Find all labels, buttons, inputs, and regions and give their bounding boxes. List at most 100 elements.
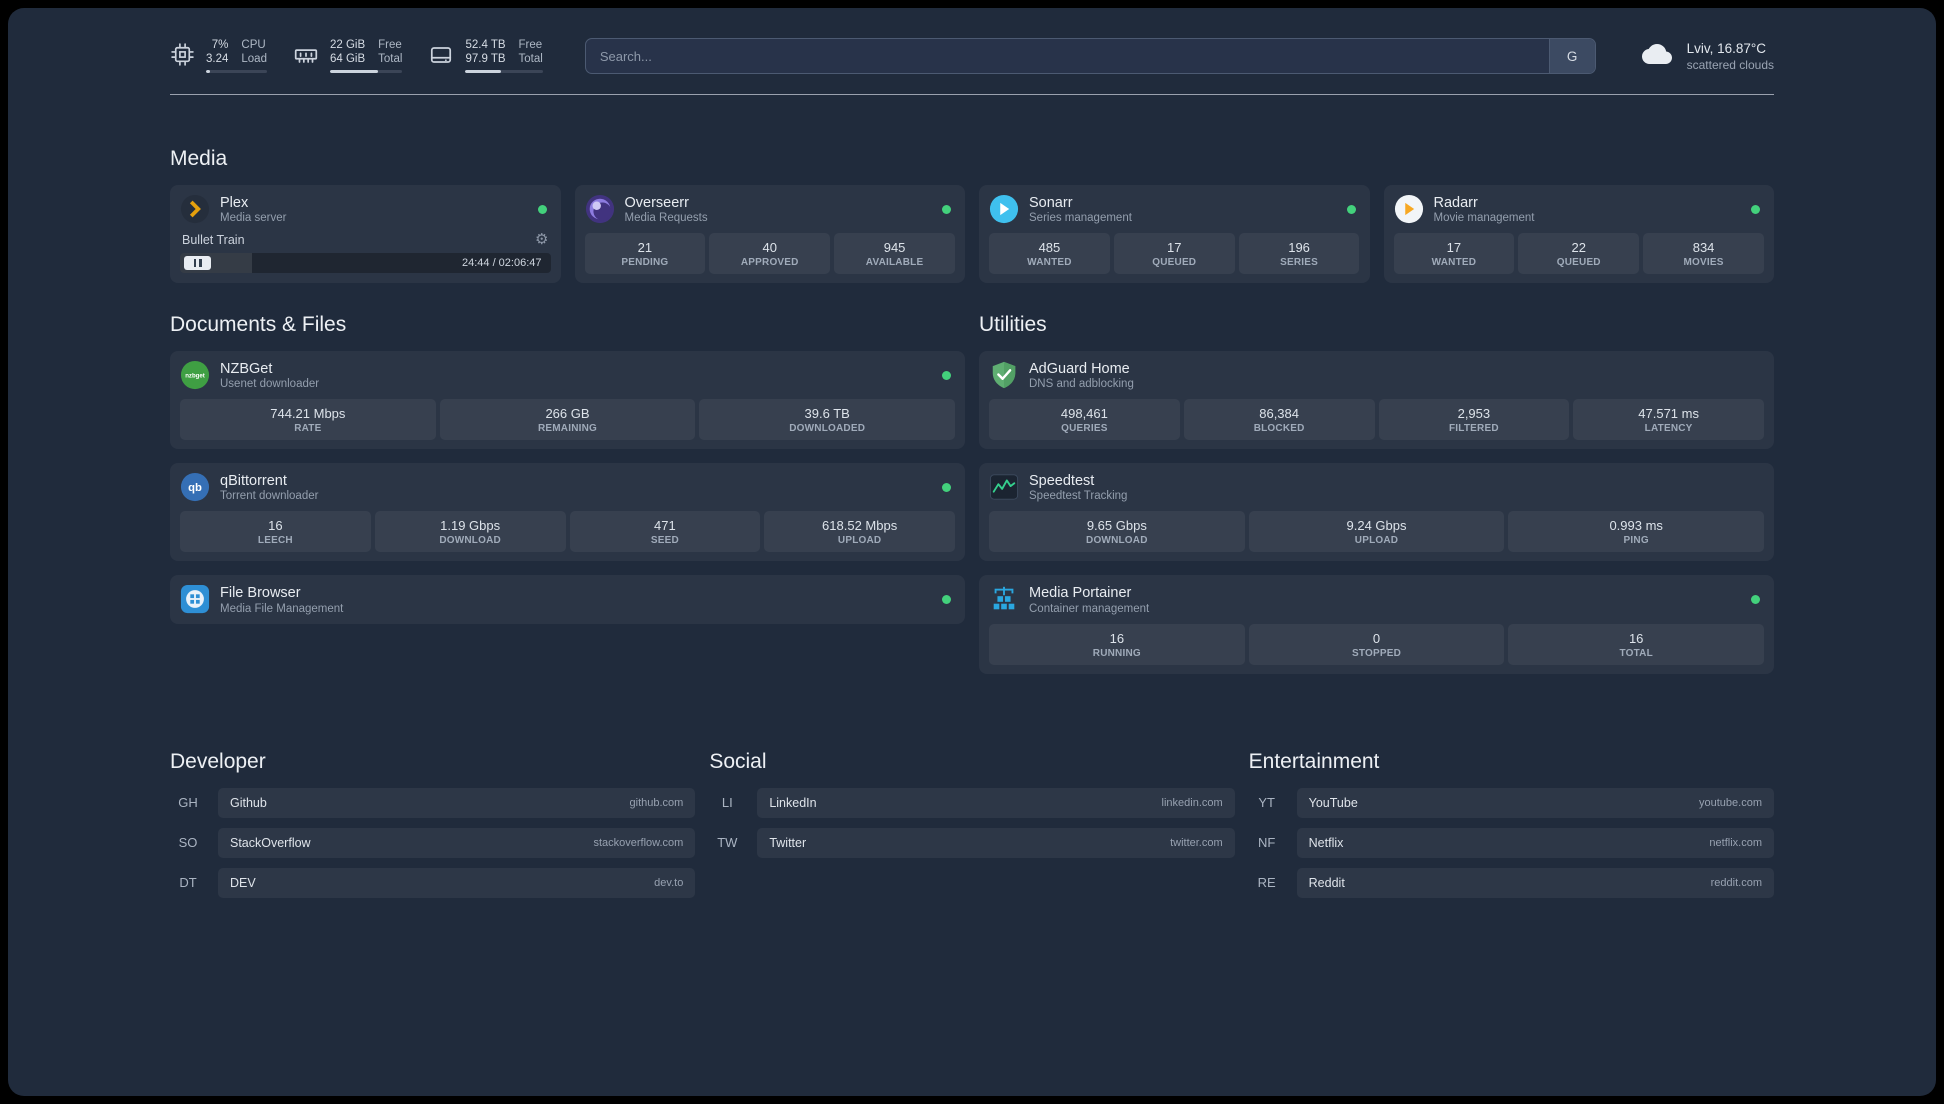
status-dot-radarr: [1751, 204, 1760, 214]
radarr-icon: [1394, 194, 1424, 224]
service-link-overseerr[interactable]: Overseerr Media Requests: [624, 195, 708, 225]
portainer-icon: [989, 584, 1019, 614]
qbittorrent-icon: qb: [180, 472, 210, 502]
status-dot-sonarr: [1346, 204, 1356, 214]
stat-sonarr-series: 196 SERIES: [1238, 233, 1360, 275]
stat-portainer-stopped: 0 STOPPED: [1248, 623, 1505, 665]
adguard-icon: [989, 360, 1019, 390]
section-title-documents: Documents & Files: [170, 313, 347, 337]
service-link-sonarr[interactable]: Sonarr Series management: [1029, 195, 1132, 225]
bookmark-abbr-github: GH: [178, 795, 198, 810]
disk-widget: 52.4 TB 97.9 TB Free Total: [428, 39, 543, 73]
topbar: 7% 3.24 CPU Load 22 GiB: [170, 38, 1774, 74]
stat-overseerr-pending: 21 PENDING: [584, 233, 706, 275]
disk-total-label: Total: [518, 53, 543, 65]
cpu-progress-bar: [206, 70, 267, 73]
bookmark-link-youtube[interactable]: YouTube youtube.com: [1296, 787, 1774, 818]
status-dot-plex: [537, 204, 547, 214]
service-card-qbittorrent: qb qBittorrent Torrent downloader 16 LEEC…: [170, 463, 965, 562]
stat-sonarr-wanted: 485 WANTED: [989, 233, 1110, 275]
bookmark-link-netflix[interactable]: Netflix netflix.com: [1296, 827, 1774, 858]
bookmark-link-reddit[interactable]: Reddit reddit.com: [1296, 867, 1774, 898]
search-input[interactable]: [585, 39, 1549, 73]
bookmark-link-dev[interactable]: DEV dev.to: [218, 867, 696, 898]
cloud-icon: [1638, 39, 1676, 74]
disk-progress-bar: [465, 70, 543, 73]
gear-icon[interactable]: ⚙: [535, 231, 549, 249]
memory-free-label: Free: [378, 39, 402, 51]
now-playing-time: 24:44 / 02:06:47: [461, 257, 542, 270]
svg-text:qb: qb: [188, 483, 202, 495]
bookmark-abbr-reddit: RE: [1257, 875, 1276, 890]
cpu-icon: [170, 42, 195, 72]
service-link-nzbget[interactable]: NZBGet Usenet downloader: [220, 361, 320, 391]
now-playing-progress-bar: 24:44 / 02:06:47: [180, 253, 551, 274]
bookmark-abbr-linkedin: LI: [721, 795, 733, 810]
weather-widget: Lviv, 16.87°C scattered clouds: [1638, 39, 1774, 74]
stat-sonarr-queued: 17 QUEUED: [1113, 233, 1235, 275]
bookmark-group-social: Social LI LinkedIn linkedin.com TW Twitt…: [709, 749, 1235, 908]
service-card-overseerr: Overseerr Media Requests 21 PENDING 40 APP…: [574, 185, 965, 284]
cpu-load-label: Load: [241, 53, 267, 65]
cpu-widget: 7% 3.24 CPU Load: [170, 39, 267, 73]
memory-total-label: Total: [378, 53, 403, 65]
bookmark-row: DT DEV dev.to: [170, 867, 696, 898]
status-dot-nzbget: [942, 370, 951, 380]
nzbget-icon: nzbget: [180, 360, 210, 390]
bookmark-link-linkedin[interactable]: LinkedIn linkedin.com: [757, 787, 1235, 818]
service-card-adguard: AdGuard Home DNS and adblocking 498,461 Q…: [979, 351, 1774, 450]
memory-free-value: 22 GiB: [329, 39, 366, 51]
disk-total-value: 97.9 TB: [465, 53, 506, 65]
memory-widget: 22 GiB 64 GiB Free Total: [293, 39, 403, 73]
topbar-divider: [170, 94, 1774, 95]
memory-icon: [293, 42, 319, 73]
stat-portainer-running: 16 RUNNING: [989, 623, 1245, 665]
stat-qbittorrent-seed: 471 SEED: [569, 511, 761, 553]
dashboard-root: 7% 3.24 CPU Load 22 GiB: [8, 8, 1936, 1096]
service-link-speedtest[interactable]: Speedtest Speedtest Tracking: [1029, 473, 1128, 503]
cpu-load-value: 3.24: [206, 53, 229, 65]
bookmark-link-github[interactable]: Github github.com: [218, 787, 696, 818]
memory-progress-bar: [329, 70, 403, 73]
section-documents: Documents & Files nzbget NZBGet Usenet d…: [170, 313, 965, 637]
stat-nzbget-downloaded: 39.6 TB DOWNLOADED: [699, 399, 956, 441]
bookmark-row: LI LinkedIn linkedin.com: [709, 787, 1235, 818]
stat-radarr-wanted: 17 WANTED: [1393, 233, 1515, 275]
disk-free-label: Free: [518, 39, 543, 51]
search-bar: G: [584, 38, 1596, 74]
service-link-portainer[interactable]: Media Portainer Container management: [1029, 585, 1150, 615]
bookmark-group-developer: Developer GH Github github.com SO StackO…: [170, 749, 696, 908]
weather-condition: scattered clouds: [1686, 57, 1774, 72]
memory-total-value: 64 GiB: [329, 53, 366, 65]
bookmark-abbr-youtube: YT: [1258, 795, 1275, 810]
service-link-radarr[interactable]: Radarr Movie management: [1433, 195, 1535, 225]
search-provider-button[interactable]: G: [1548, 39, 1595, 73]
pause-button[interactable]: [184, 256, 211, 271]
bookmark-abbr-netflix: NF: [1257, 835, 1276, 850]
service-link-filebrowser[interactable]: File Browser Media File Management: [220, 585, 344, 615]
bookmark-row: YT YouTube youtube.com: [1249, 787, 1774, 818]
stat-portainer-total: 16 TOTAL: [1508, 623, 1765, 665]
bookmark-abbr-dev: DT: [179, 875, 197, 890]
bookmark-row: SO StackOverflow stackoverflow.com: [170, 827, 696, 858]
stat-radarr-movies: 834 MOVIES: [1643, 233, 1764, 275]
stat-overseerr-available: 945 AVAILABLE: [834, 233, 955, 275]
plex-icon: [180, 194, 210, 224]
service-link-plex[interactable]: Plex Media server: [220, 195, 287, 225]
bookmark-row: TW Twitter twitter.com: [709, 827, 1235, 858]
disk-free-value: 52.4 TB: [465, 39, 506, 51]
bookmark-row: RE Reddit reddit.com: [1249, 867, 1774, 898]
stat-nzbget-rate: 744.21 Mbps RATE: [180, 399, 436, 441]
service-link-adguard[interactable]: AdGuard Home DNS and adblocking: [1029, 361, 1134, 391]
section-title-developer: Developer: [170, 749, 266, 773]
section-title-social: Social: [709, 749, 767, 773]
stat-qbittorrent-leech: 16 LEECH: [180, 511, 371, 553]
bookmark-link-stackoverflow[interactable]: StackOverflow stackoverflow.com: [218, 827, 696, 858]
speedtest-icon: [989, 472, 1019, 502]
bookmark-link-twitter[interactable]: Twitter twitter.com: [757, 827, 1235, 858]
stat-qbittorrent-upload: 618.52 Mbps UPLOAD: [764, 511, 955, 553]
service-link-qbittorrent[interactable]: qBittorrent Torrent downloader: [220, 473, 319, 503]
stat-qbittorrent-download: 1.19 Gbps DOWNLOAD: [374, 511, 566, 553]
status-dot-portainer: [1751, 594, 1760, 604]
stat-adguard-filtered: 2,953 FILTERED: [1378, 399, 1570, 441]
